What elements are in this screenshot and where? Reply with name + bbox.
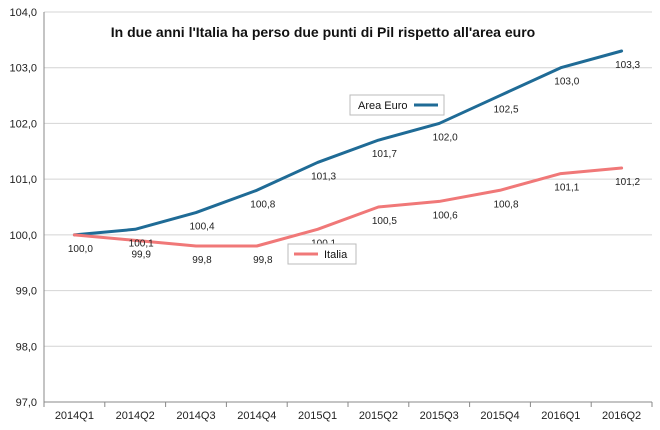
- y-tick-label: 99,0: [16, 286, 37, 298]
- x-tick-label: 2016Q1: [541, 410, 580, 422]
- data-label: 100,6: [433, 210, 458, 221]
- data-label: 101,7: [372, 149, 397, 160]
- data-label: 101,1: [554, 183, 579, 194]
- x-tick-label: 2014Q4: [237, 410, 276, 422]
- data-label: 100,8: [493, 199, 518, 210]
- data-label: 100,8: [250, 199, 275, 210]
- y-tick-label: 102,0: [9, 118, 37, 130]
- data-label: 100,1: [129, 238, 154, 249]
- x-tick-label: 2015Q3: [420, 410, 459, 422]
- x-tick-label: 2015Q2: [359, 410, 398, 422]
- legend-label: Area Euro: [358, 100, 408, 112]
- y-tick-label: 101,0: [9, 174, 37, 186]
- x-tick-label: 2016Q2: [602, 410, 641, 422]
- series-line-italia: [72, 166, 624, 248]
- x-tick-label: 2014Q3: [176, 410, 215, 422]
- data-label: 103,3: [615, 60, 640, 71]
- data-label: 103,0: [554, 77, 579, 88]
- x-tick-label: 2015Q1: [298, 410, 337, 422]
- series-lines: [72, 49, 624, 248]
- y-tick-label: 100,0: [9, 230, 37, 242]
- legend-area-euro: Area Euro: [349, 94, 445, 116]
- x-tick-label: 2015Q4: [480, 410, 519, 422]
- data-label: 100,5: [372, 216, 397, 227]
- data-label: 101,2: [615, 177, 640, 188]
- y-tick-label: 103,0: [9, 63, 37, 75]
- data-label: 102,5: [493, 105, 518, 116]
- data-label: 99,8: [253, 255, 273, 266]
- y-tick-label: 97,0: [16, 397, 37, 409]
- legend-italia: Italia: [287, 243, 357, 265]
- data-label: 100,4: [189, 222, 214, 233]
- data-label: 99,8: [192, 255, 212, 266]
- legend-box: [349, 94, 445, 116]
- data-label: 102,0: [433, 132, 458, 143]
- series-line-area-euro: [72, 49, 624, 237]
- y-tick-label: 104,0: [9, 7, 37, 19]
- axes: 97,0 98,0 99,0 100,0 101,0 102,0 103,0 104,0 201…: [9, 7, 653, 422]
- legends: Area Euro Italia: [287, 94, 445, 265]
- legend-box: [287, 243, 357, 265]
- x-tick-label: 2014Q1: [55, 410, 94, 422]
- legend-label: Italia: [324, 249, 348, 261]
- y-tick-label: 98,0: [16, 341, 37, 353]
- data-label: 101,3: [311, 171, 336, 182]
- gridlines: [44, 11, 652, 403]
- data-label: 100,0: [68, 244, 93, 255]
- data-label: 99,9: [131, 249, 151, 260]
- x-tick-label: 2014Q2: [116, 410, 155, 422]
- chart-title: In due anni l'Italia ha perso due punti …: [111, 24, 535, 40]
